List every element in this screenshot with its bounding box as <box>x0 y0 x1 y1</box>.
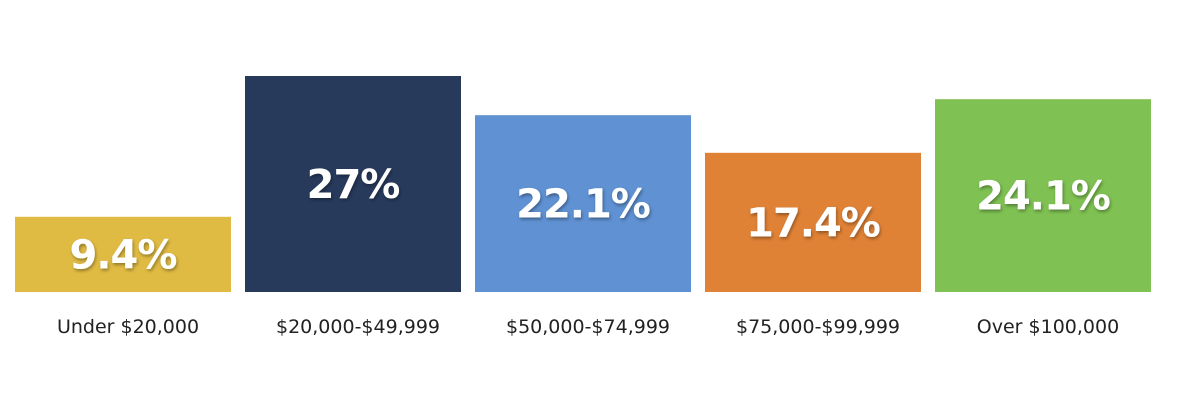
bar-value-label-2: 27% <box>307 162 400 208</box>
bars-group <box>15 76 1151 292</box>
bar-2 <box>245 76 461 292</box>
bar-3 <box>475 115 691 292</box>
data-labels-group: 9.4% 27% 22.1% 17.4% 24.1% <box>70 162 1111 278</box>
bar-value-label-4: 17.4% <box>746 200 880 246</box>
category-label-5: Over $100,000 <box>977 316 1119 338</box>
bar-value-label-1: 9.4% <box>70 232 177 278</box>
bar-value-label-3: 22.1% <box>516 182 650 228</box>
category-label-4: $75,000-$99,999 <box>736 316 900 338</box>
bar-5 <box>935 99 1151 292</box>
category-label-2: $20,000-$49,999 <box>276 316 440 338</box>
category-label-3: $50,000-$74,999 <box>506 316 670 338</box>
bar-4 <box>705 152 921 292</box>
category-label-1: Under $20,000 <box>57 316 199 338</box>
category-labels-group: Under $20,000 $20,000-$49,999 $50,000-$74,… <box>57 316 1119 338</box>
bar-1 <box>15 216 231 292</box>
bar-value-label-5: 24.1% <box>976 174 1110 220</box>
